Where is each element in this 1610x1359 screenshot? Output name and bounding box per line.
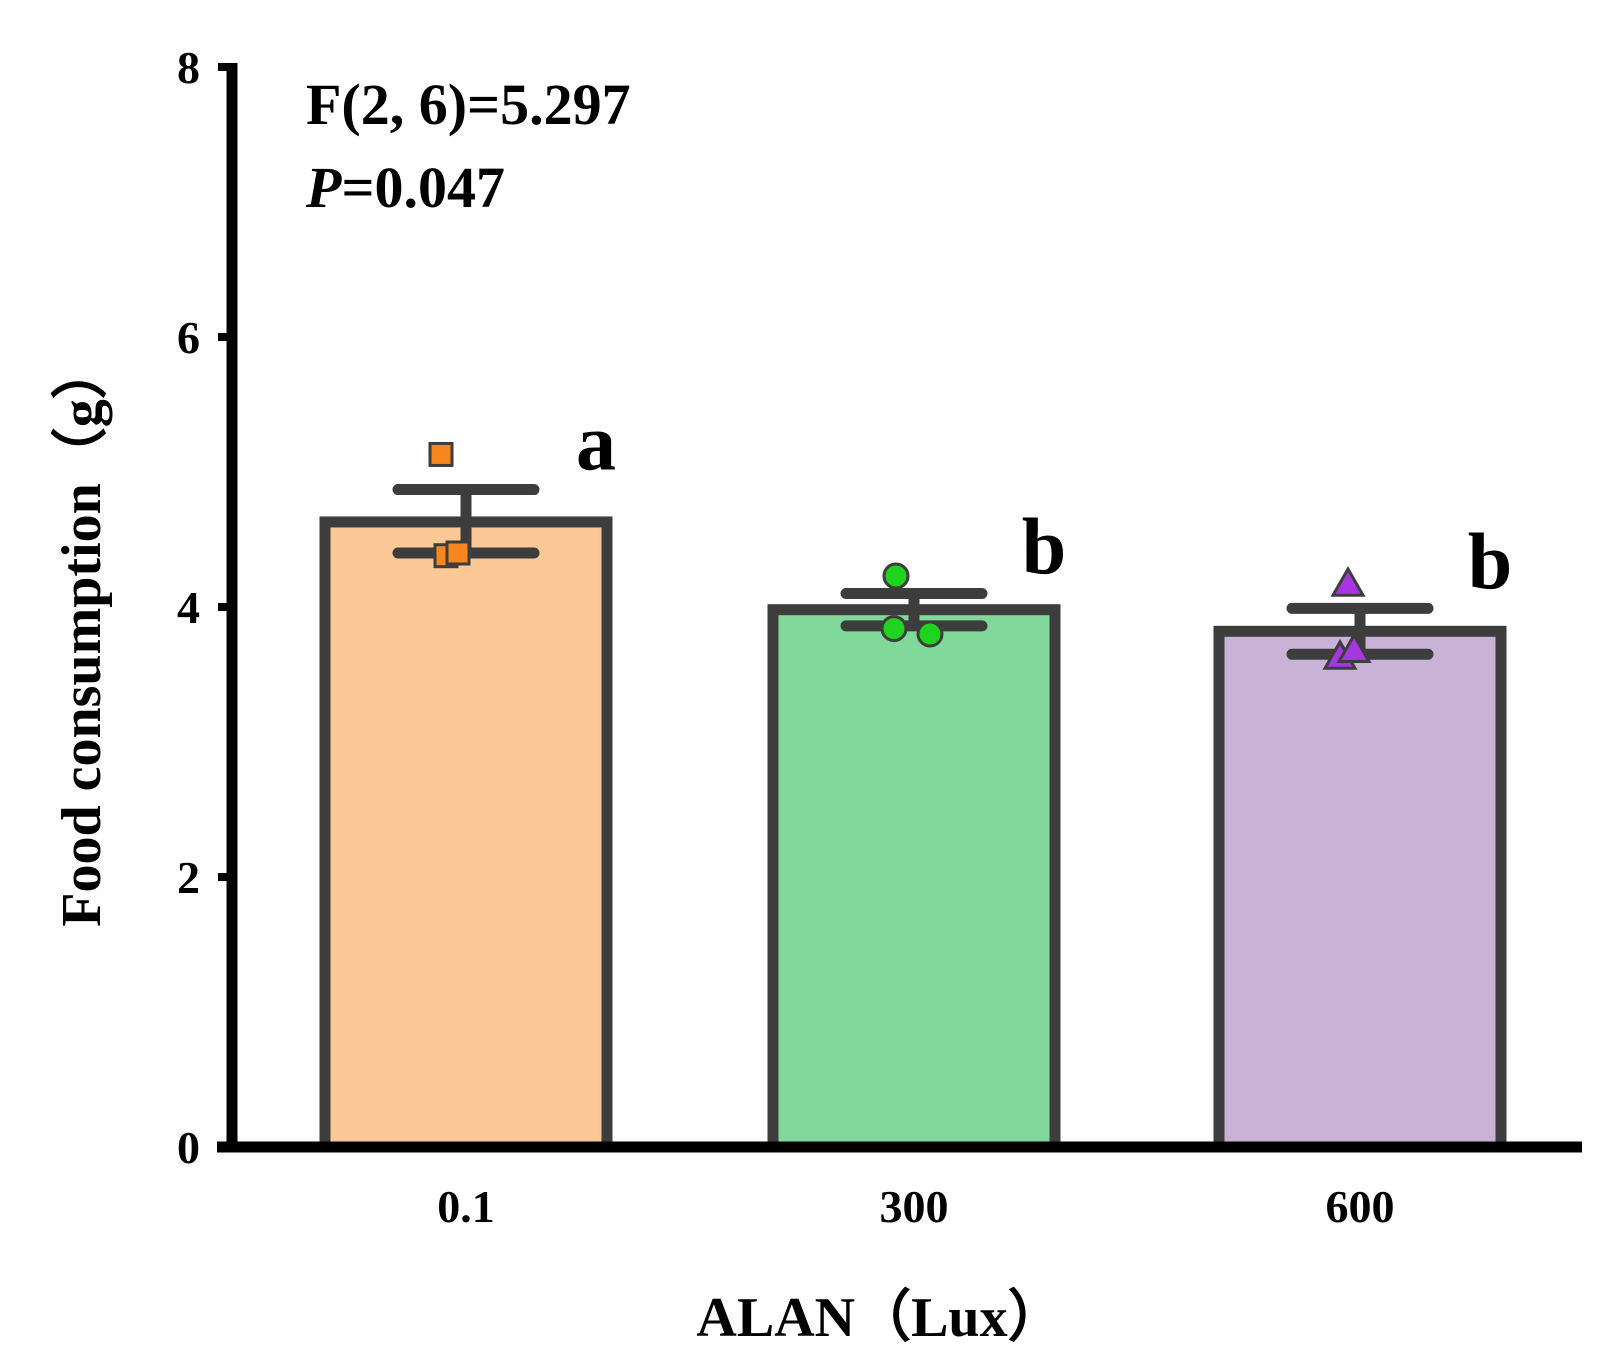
x-ticks-layer: 0.1 300 600: [437, 1181, 1394, 1232]
data-point-triangle: [1336, 632, 1372, 663]
data-point-circle: [916, 620, 944, 648]
x-tick-label: 300: [880, 1181, 949, 1232]
data-point-square: [428, 441, 454, 467]
data-point-circle: [882, 562, 910, 590]
bar-600: [1213, 625, 1507, 1153]
y-tick-label: 2: [177, 852, 200, 903]
p-label: P: [305, 155, 342, 220]
p-value-annotation: P=0.047: [305, 155, 505, 220]
data-point-circle: [880, 615, 908, 643]
x-axis-title: ALAN（Lux）: [696, 1286, 1063, 1349]
points-layer: [428, 441, 1372, 670]
y-axis-title: Food consumption（g）: [50, 343, 113, 926]
y-ticks-layer: 0 2 4 6 8: [177, 42, 232, 1173]
y-tick-label: 6: [177, 312, 200, 363]
y-tick-label: 4: [177, 582, 200, 633]
y-tick-label: 0: [177, 1122, 200, 1173]
significance-letter: a: [576, 400, 616, 488]
bar-0.1: [319, 516, 613, 1153]
x-tick-label: 0.1: [437, 1181, 495, 1232]
stat-annotation: F(2, 6)=5.297: [306, 72, 631, 137]
data-point-square: [445, 540, 471, 566]
significance-layer: a b b: [576, 400, 1512, 607]
significance-letter: b: [1468, 518, 1513, 606]
x-tick-label: 600: [1326, 1181, 1395, 1232]
data-point-triangle: [1330, 566, 1366, 597]
bar-300: [767, 604, 1061, 1153]
p-value: =0.047: [341, 155, 505, 220]
significance-letter: b: [1022, 504, 1067, 592]
y-tick-label: 8: [177, 42, 200, 93]
